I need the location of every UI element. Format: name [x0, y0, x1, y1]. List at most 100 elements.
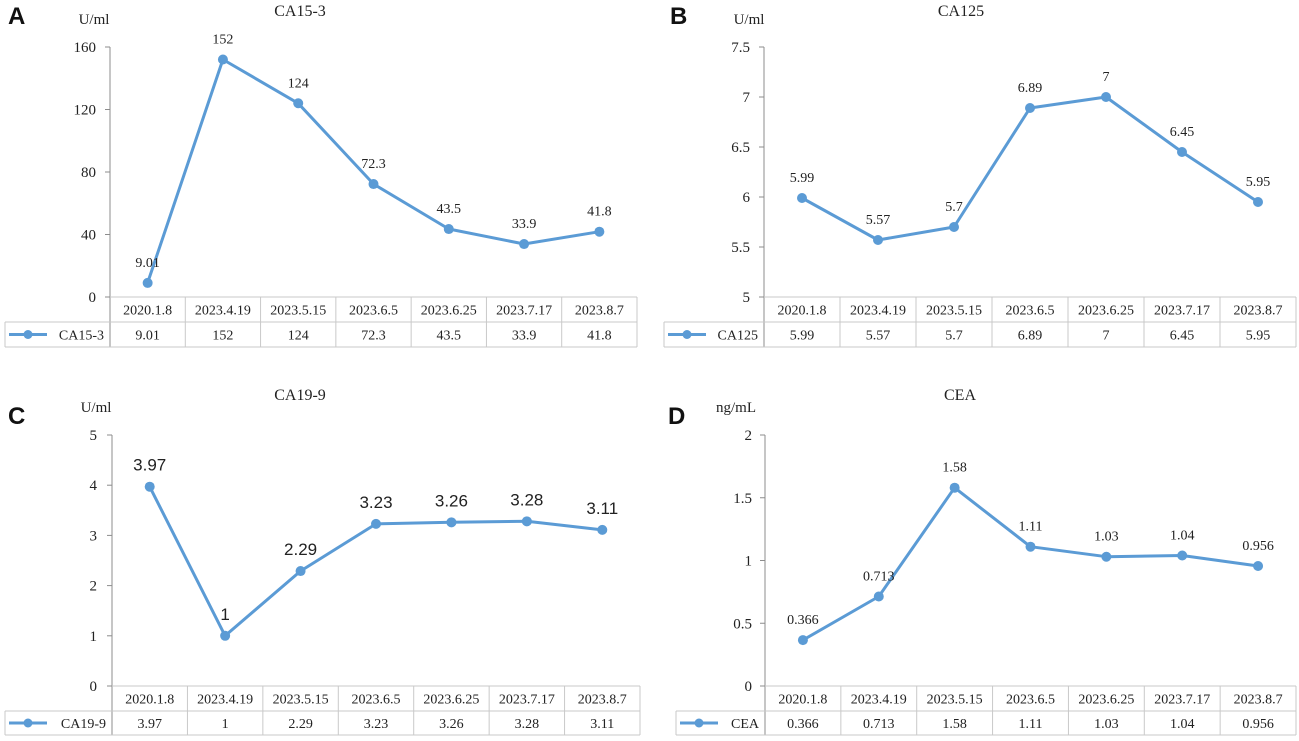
table-value-cell: 1.58 [942, 717, 967, 732]
y-axis-unit: U/ml [79, 12, 110, 28]
data-label: 3.26 [435, 491, 468, 510]
legend-series-name: CA15-3 [59, 329, 104, 344]
data-point [949, 222, 959, 232]
x-category-label: 2023.4.19 [195, 304, 251, 319]
data-point [797, 635, 808, 646]
legend-series-name: CEA [731, 717, 760, 732]
y-tick-label: 7.5 [731, 40, 750, 56]
table-value-cell: 33.9 [512, 329, 537, 344]
data-point [144, 481, 155, 492]
y-tick-label: 3 [90, 528, 98, 544]
table-value-cell: 1.11 [1019, 717, 1043, 732]
x-category-label: 2023.8.7 [1234, 693, 1283, 708]
data-label: 6.89 [1018, 81, 1043, 96]
x-category-label: 2020.1.8 [778, 693, 827, 708]
y-tick-label: 120 [74, 103, 97, 119]
data-point [368, 179, 379, 190]
table-value-cell: 5.99 [790, 329, 815, 344]
x-category-label: 2023.8.7 [1234, 304, 1283, 319]
table-value-cell: 1 [222, 717, 229, 732]
table-value-cell: 41.8 [587, 329, 612, 344]
data-label: 6.45 [1170, 125, 1195, 140]
panel-letter: A [8, 3, 25, 30]
data-label: 1 [220, 605, 229, 624]
table-value-cell: 0.956 [1242, 717, 1274, 732]
y-axis-unit: ng/mL [716, 400, 756, 416]
table-value-cell: 7 [1103, 329, 1110, 344]
y-tick-label: 5 [743, 290, 751, 306]
table-value-cell: 72.3 [361, 329, 386, 344]
data-point [293, 98, 304, 109]
y-tick-label: 40 [81, 228, 96, 244]
data-point [519, 239, 530, 250]
data-point [1253, 197, 1263, 207]
table-value-cell: 152 [212, 329, 233, 344]
table-value-cell: 124 [288, 329, 309, 344]
y-axis-unit: U/ml [734, 12, 765, 28]
legend-marker-key [23, 330, 33, 339]
panel-letter: D [668, 403, 685, 430]
x-category-label: 2023.4.19 [197, 693, 253, 708]
data-point [1025, 103, 1035, 113]
legend-marker-key [682, 330, 692, 339]
y-tick-label: 80 [81, 165, 96, 181]
data-point [217, 54, 228, 65]
x-category-label: 2020.1.8 [125, 693, 174, 708]
data-point [597, 524, 608, 535]
data-label: 5.57 [866, 213, 891, 228]
x-category-label: 2023.4.19 [851, 693, 907, 708]
x-category-label: 2020.1.8 [778, 304, 827, 319]
data-point [1025, 541, 1036, 552]
data-label: 1.11 [1019, 520, 1043, 535]
y-tick-label: 0 [745, 679, 753, 695]
y-tick-label: 6 [743, 190, 751, 206]
y-tick-label: 0 [90, 679, 98, 695]
x-category-label: 2023.6.25 [1078, 693, 1134, 708]
panel-letter: C [8, 403, 25, 430]
data-label: 1.04 [1170, 528, 1195, 543]
data-label: 72.3 [361, 157, 386, 172]
y-tick-label: 2 [90, 579, 98, 595]
y-tick-label: 160 [74, 40, 97, 56]
table-value-cell: 0.713 [863, 717, 895, 732]
y-tick-label: 4 [90, 478, 98, 494]
y-tick-label: 5 [90, 428, 98, 444]
data-label: 5.95 [1246, 175, 1271, 190]
table-value-cell: 5.95 [1246, 329, 1271, 344]
x-category-label: 2023.5.15 [926, 304, 982, 319]
legend-marker-key [23, 718, 33, 728]
data-point [1101, 92, 1111, 102]
data-point [371, 518, 381, 529]
data-label: 0.956 [1242, 539, 1274, 554]
data-point [949, 482, 960, 493]
chart-panel-b: B CA125 U/ml 5 5.5 6 6.5 7 7.5 2020.1.8 5.99 2023.4… [663, 3, 1297, 348]
y-tick-label: 7 [743, 90, 751, 106]
chart-title: CA19-9 [274, 387, 326, 404]
data-point [1253, 561, 1264, 572]
y-tick-label: 0 [89, 290, 97, 306]
data-point [594, 226, 605, 237]
x-category-label: 2023.6.5 [352, 693, 401, 708]
table-value-cell: 6.89 [1018, 329, 1043, 344]
data-point [446, 517, 457, 528]
x-category-label: 2023.5.15 [927, 693, 983, 708]
chart-title: CA125 [938, 3, 984, 20]
panel-letter: B [670, 3, 687, 30]
data-label: 7 [1103, 70, 1110, 85]
legend-marker-key [694, 718, 704, 728]
data-label: 3.23 [359, 493, 392, 512]
data-label: 9.01 [135, 256, 160, 271]
data-label: 152 [212, 33, 233, 48]
x-category-label: 2023.6.25 [421, 304, 477, 319]
data-point [873, 591, 884, 602]
data-point [1101, 551, 1112, 562]
data-label: 1.58 [942, 461, 967, 476]
data-point [797, 193, 807, 203]
data-point [443, 224, 454, 235]
x-category-label: 2023.5.15 [273, 693, 329, 708]
data-point [142, 277, 153, 288]
y-tick-label: 0.5 [733, 616, 752, 632]
chart-panel-c: C CA19-9 U/ml 0 1 2 3 4 5 2020.1.8 3.97 2023.4.19 1 2… [4, 387, 641, 736]
